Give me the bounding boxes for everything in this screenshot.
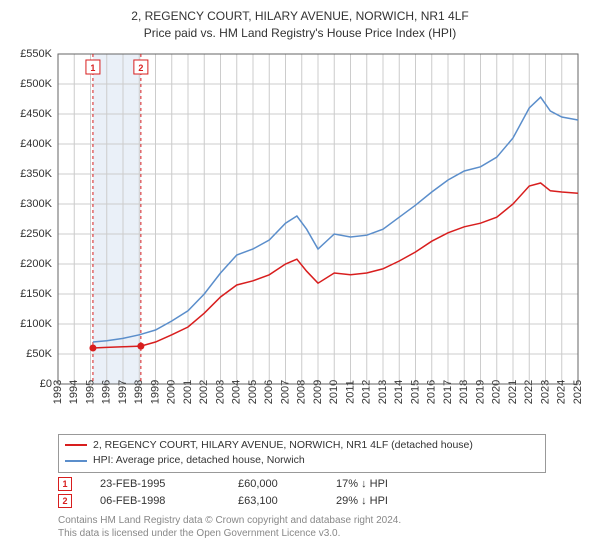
svg-text:£150K: £150K bbox=[20, 288, 52, 300]
marker-pct: 17% ↓ HPI bbox=[336, 478, 426, 490]
svg-text:2002: 2002 bbox=[198, 379, 210, 403]
svg-text:2024: 2024 bbox=[556, 379, 568, 403]
svg-text:2006: 2006 bbox=[263, 379, 275, 403]
svg-text:2: 2 bbox=[138, 63, 143, 73]
svg-text:£100K: £100K bbox=[20, 318, 52, 330]
svg-text:2007: 2007 bbox=[279, 379, 291, 403]
svg-text:2017: 2017 bbox=[442, 379, 454, 403]
svg-text:2001: 2001 bbox=[182, 379, 194, 403]
svg-text:1997: 1997 bbox=[117, 379, 129, 403]
marker-date: 06-FEB-1998 bbox=[100, 495, 210, 507]
chart-container: 2, REGENCY COURT, HILARY AVENUE, NORWICH… bbox=[0, 0, 600, 560]
svg-text:1999: 1999 bbox=[149, 379, 161, 403]
marker-pct: 29% ↓ HPI bbox=[336, 495, 426, 507]
svg-text:2023: 2023 bbox=[539, 379, 551, 403]
svg-text:2018: 2018 bbox=[458, 379, 470, 403]
svg-text:£0: £0 bbox=[40, 378, 52, 390]
footer-note: Contains HM Land Registry data © Crown c… bbox=[58, 514, 590, 540]
chart-plot-area: £0 £50K £100K £150K £200K £250K £300K £350K £400… bbox=[10, 48, 590, 428]
line-chart-svg: £0 £50K £100K £150K £200K £250K £300K £350K £400… bbox=[10, 48, 590, 428]
marker-row: 1 23-FEB-1995 £60,000 17% ↓ HPI bbox=[58, 477, 590, 491]
svg-text:2008: 2008 bbox=[296, 379, 308, 403]
svg-text:£50K: £50K bbox=[26, 348, 52, 360]
svg-text:2014: 2014 bbox=[393, 379, 405, 403]
svg-text:2022: 2022 bbox=[523, 379, 535, 403]
svg-text:2016: 2016 bbox=[426, 379, 438, 403]
svg-text:2010: 2010 bbox=[328, 379, 340, 403]
svg-text:£500K: £500K bbox=[20, 78, 52, 90]
svg-text:2019: 2019 bbox=[474, 379, 486, 403]
marker-table: 1 23-FEB-1995 £60,000 17% ↓ HPI 2 06-FEB-1998… bbox=[58, 477, 590, 508]
chart-legend: 2, REGENCY COURT, HILARY AVENUE, NORWICH… bbox=[58, 434, 546, 474]
footer-line1: Contains HM Land Registry data © Crown c… bbox=[58, 514, 590, 527]
legend-swatch-hpi bbox=[65, 460, 87, 462]
svg-text:1998: 1998 bbox=[133, 379, 145, 403]
marker-price: £63,100 bbox=[238, 495, 308, 507]
legend-label-hpi: HPI: Average price, detached house, Norw… bbox=[93, 453, 305, 469]
marker-price: £60,000 bbox=[238, 478, 308, 490]
svg-text:2021: 2021 bbox=[507, 379, 519, 403]
legend-swatch-property bbox=[65, 444, 87, 446]
svg-text:2003: 2003 bbox=[214, 379, 226, 403]
svg-text:£550K: £550K bbox=[20, 48, 52, 60]
chart-title-line2: Price paid vs. HM Land Registry's House … bbox=[10, 25, 590, 42]
marker-row: 2 06-FEB-1998 £63,100 29% ↓ HPI bbox=[58, 494, 590, 508]
marker-index-box: 2 bbox=[58, 494, 72, 508]
legend-row-property: 2, REGENCY COURT, HILARY AVENUE, NORWICH… bbox=[65, 438, 539, 454]
legend-row-hpi: HPI: Average price, detached house, Norw… bbox=[65, 453, 539, 469]
svg-text:£250K: £250K bbox=[20, 228, 52, 240]
svg-text:2015: 2015 bbox=[409, 379, 421, 403]
marker-index-box: 1 bbox=[58, 477, 72, 491]
svg-text:£200K: £200K bbox=[20, 258, 52, 270]
svg-text:2009: 2009 bbox=[312, 379, 324, 403]
svg-text:2000: 2000 bbox=[166, 379, 178, 403]
chart-title-line1: 2, REGENCY COURT, HILARY AVENUE, NORWICH… bbox=[10, 8, 590, 25]
legend-label-property: 2, REGENCY COURT, HILARY AVENUE, NORWICH… bbox=[93, 438, 473, 454]
svg-text:2013: 2013 bbox=[377, 379, 389, 403]
marker-date: 23-FEB-1995 bbox=[100, 478, 210, 490]
svg-text:£300K: £300K bbox=[20, 198, 52, 210]
svg-text:£450K: £450K bbox=[20, 108, 52, 120]
svg-text:£400K: £400K bbox=[20, 138, 52, 150]
svg-text:2004: 2004 bbox=[231, 379, 243, 403]
svg-text:2012: 2012 bbox=[361, 379, 373, 403]
svg-text:2020: 2020 bbox=[491, 379, 503, 403]
svg-text:1995: 1995 bbox=[84, 379, 96, 403]
footer-line2: This data is licensed under the Open Gov… bbox=[58, 527, 590, 540]
svg-text:1996: 1996 bbox=[101, 379, 113, 403]
svg-text:1994: 1994 bbox=[68, 379, 80, 403]
svg-text:£350K: £350K bbox=[20, 168, 52, 180]
svg-text:2005: 2005 bbox=[247, 379, 259, 403]
svg-text:1: 1 bbox=[90, 63, 95, 73]
